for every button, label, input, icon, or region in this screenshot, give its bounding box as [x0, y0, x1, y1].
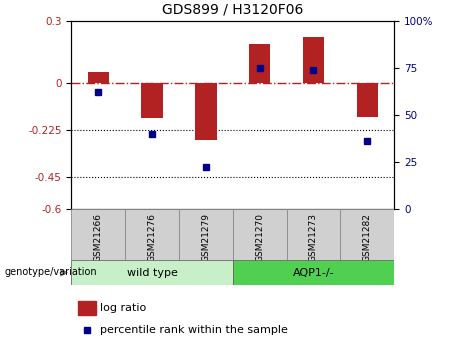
Bar [88, 72, 109, 83]
Text: genotype/variation: genotype/variation [5, 267, 97, 277]
Text: GSM21266: GSM21266 [94, 213, 103, 262]
Bar [356, 83, 378, 117]
Bar [142, 83, 163, 118]
Text: GSM21276: GSM21276 [148, 213, 157, 262]
Bar [303, 37, 324, 83]
Bar [71, 260, 233, 285]
Text: wild type: wild type [127, 268, 177, 277]
Text: GSM21282: GSM21282 [363, 213, 372, 262]
Bar [195, 83, 217, 140]
Text: AQP1-/-: AQP1-/- [293, 268, 334, 277]
Bar [287, 209, 340, 260]
Bar [125, 209, 179, 260]
Text: log ratio: log ratio [100, 304, 147, 314]
Title: GDS899 / H3120F06: GDS899 / H3120F06 [162, 3, 303, 17]
Text: GSM21273: GSM21273 [309, 213, 318, 262]
Bar [233, 209, 287, 260]
Bar [71, 209, 125, 260]
Bar [340, 209, 394, 260]
Text: GSM21270: GSM21270 [255, 213, 264, 262]
Bar [78, 302, 96, 315]
Text: percentile rank within the sample: percentile rank within the sample [100, 325, 289, 335]
Bar [249, 44, 271, 83]
Bar [233, 260, 394, 285]
Text: GSM21279: GSM21279 [201, 213, 210, 262]
Bar [179, 209, 233, 260]
